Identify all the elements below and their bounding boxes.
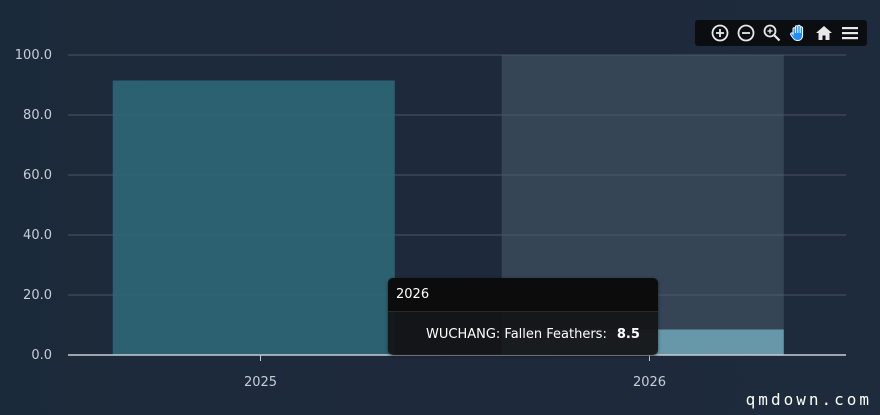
tooltip-title: 2026 [388, 278, 658, 312]
tooltip-series-label: WUCHANG: Fallen Feathers: [426, 326, 607, 342]
tooltip-value: 8.5 [616, 326, 640, 342]
chart-tooltip: 2026 WUCHANG: Fallen Feathers: 8.5 [388, 278, 658, 355]
y-tick-label: 40.0 [23, 228, 52, 243]
zoom-in-icon[interactable] [709, 22, 731, 44]
y-tick-label: 0.0 [31, 348, 52, 363]
tooltip-row: WUCHANG: Fallen Feathers: 8.5 [388, 312, 658, 355]
y-tick-label: 80.0 [23, 108, 52, 123]
x-tick-label: 2026 [633, 375, 666, 390]
chart-toolbar [695, 20, 867, 46]
y-tick-label: 20.0 [23, 288, 52, 303]
y-tick-label: 60.0 [23, 168, 52, 183]
bar-2025 [112, 80, 395, 355]
watermark: qmdown.com [745, 390, 872, 409]
x-tick-label: 2025 [244, 375, 277, 390]
home-icon[interactable] [813, 22, 835, 44]
magnify-icon[interactable] [761, 22, 783, 44]
menu-icon[interactable] [839, 22, 861, 44]
zoom-out-icon[interactable] [735, 22, 757, 44]
y-tick-label: 100.0 [15, 48, 52, 63]
pan-hand-icon[interactable] [787, 22, 809, 44]
